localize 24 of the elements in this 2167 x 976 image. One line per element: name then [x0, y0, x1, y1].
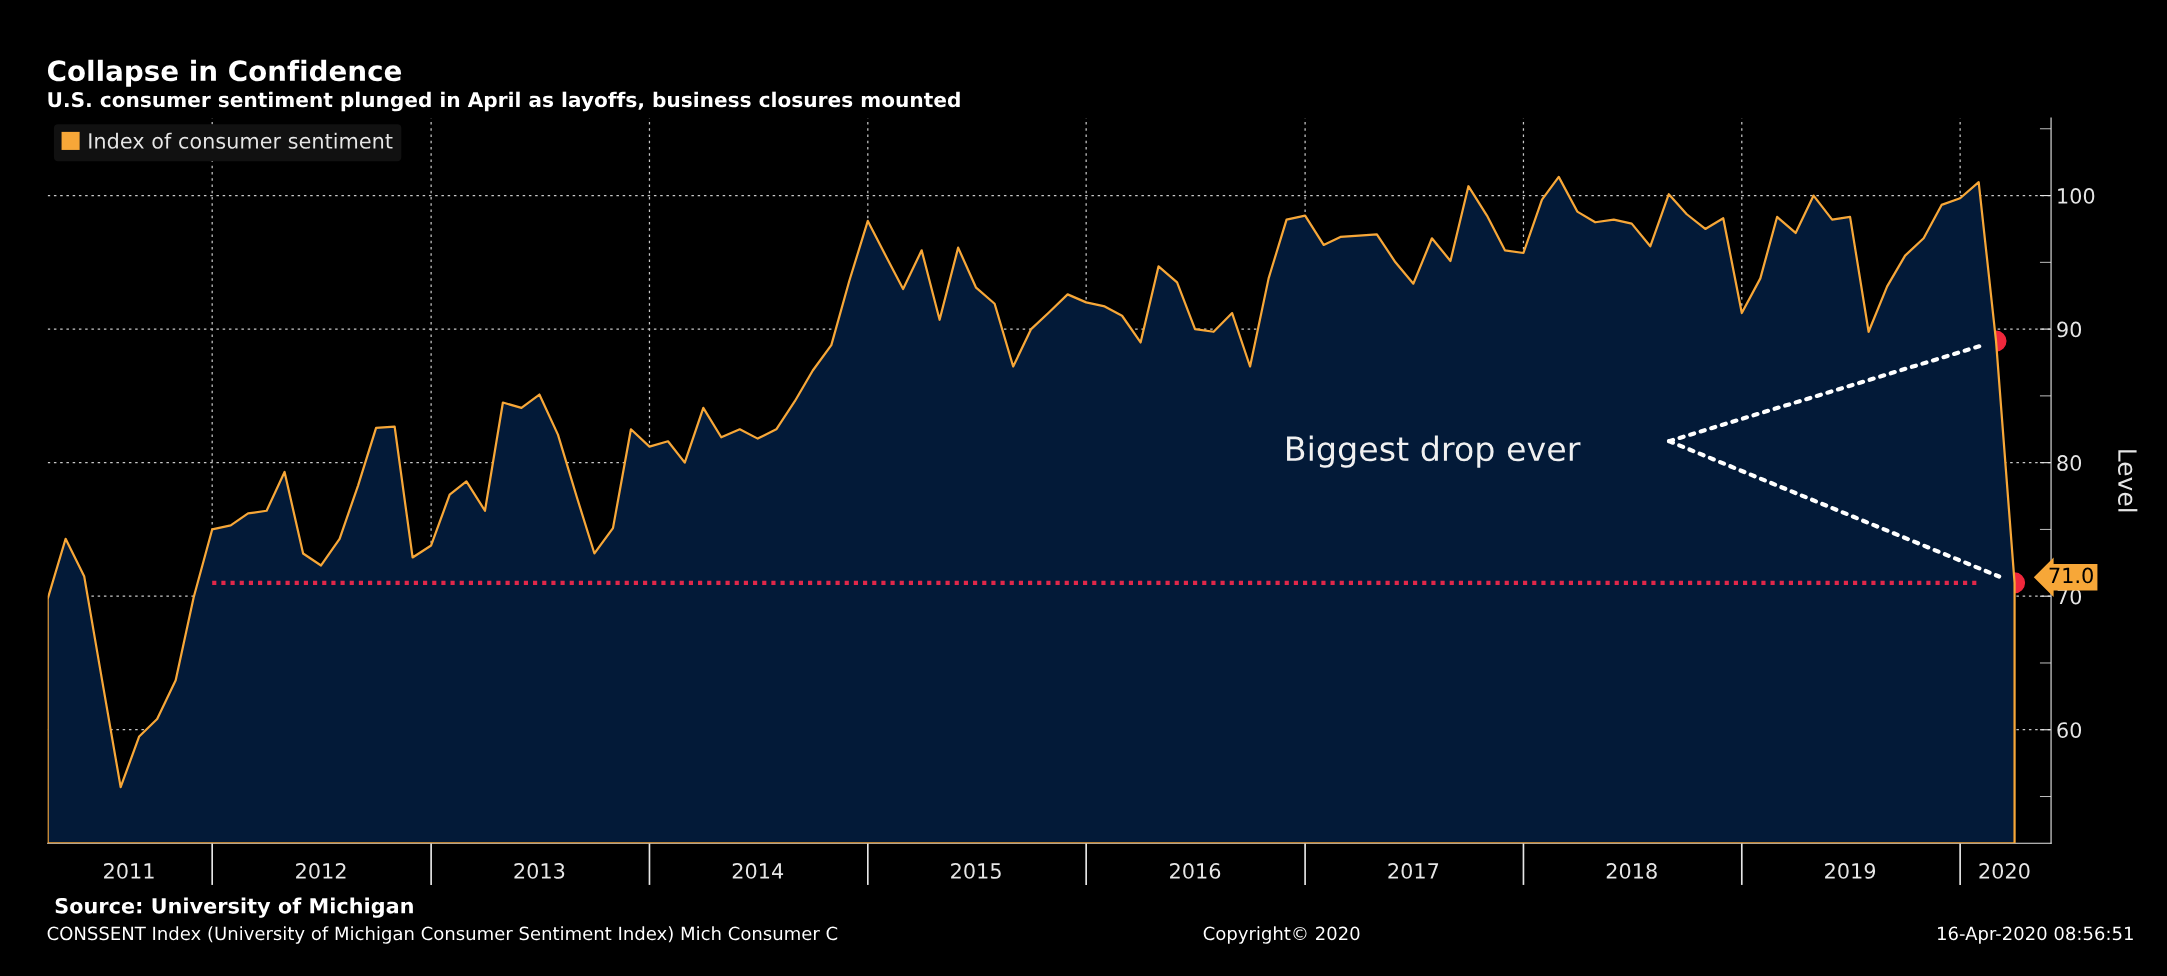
x-tick-label: 2012 [296, 863, 346, 879]
annotation: Biggest drop ever [1287, 435, 1581, 468]
x-tick-label: 2020 [1979, 863, 2030, 879]
data-label: 71.0 [2049, 567, 2093, 584]
text: CONSSENT Index (University of Michigan Consumer Sentiment Index) Mich Consumer C [47, 926, 838, 944]
x-tick-label: 2019 [1825, 863, 1876, 879]
x-tick-label: 2015 [951, 863, 1001, 879]
y-tick-label: 80 [2057, 455, 2082, 471]
text: Copyright© 2020 [1203, 926, 1360, 944]
x-tick-label: 2016 [1170, 863, 1221, 879]
y-tick-label: 100 [2058, 188, 2095, 204]
legend-label: Index of consumer sentiment [89, 132, 393, 149]
y-tick-label: 60 [2057, 722, 2082, 738]
chart-subtitle: U.S. consumer sentiment plunged in April as layoffs, business closures mounted [48, 91, 960, 112]
y-axis-title: Level [2118, 450, 2138, 512]
y-tick-label: 90 [2057, 321, 2082, 338]
x-tick-label: 2011 [104, 863, 154, 879]
x-tick-label: 2017 [1388, 863, 1439, 879]
chart-title: Collapse in Confidence [47, 59, 402, 87]
x-tick-label: 2014 [732, 863, 784, 879]
x-tick-label: 2013 [514, 863, 565, 879]
source-note: Source: University of Michigan [55, 897, 413, 918]
text: 16-Apr-2020 08:56:51 [1938, 926, 2133, 944]
x-tick-label: 2018 [1606, 863, 1657, 879]
